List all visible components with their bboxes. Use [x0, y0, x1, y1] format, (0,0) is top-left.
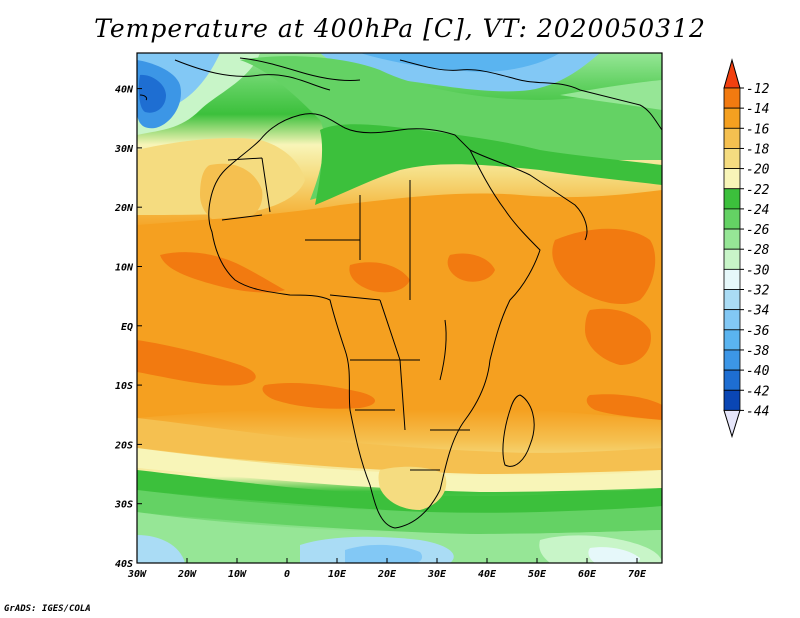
colorbar-label: -44: [746, 404, 769, 419]
colorbar-swatch: [723, 168, 741, 190]
colorbar-swatch: [723, 208, 741, 230]
colorbar-label: -42: [746, 384, 770, 399]
lat-tick-label: EQ: [121, 322, 133, 333]
map-title: Temperature at 400hPa [C], VT: 202005031…: [94, 14, 706, 43]
colorbar-swatch: [723, 127, 741, 149]
colorbar-label: -26: [746, 223, 770, 238]
lon-tick-label: 20E: [377, 569, 397, 580]
coastlines: [139, 57, 662, 529]
colorbar-top-arrow: [723, 58, 741, 89]
colorbar-swatch: [723, 107, 741, 129]
colorbar-label: -38: [746, 344, 770, 359]
colorbar-swatch: [723, 148, 741, 169]
temperature-field: [137, 53, 662, 563]
colorbar-label: -28: [746, 243, 770, 258]
lat-tick-label: 40S: [115, 559, 133, 570]
lon-tick-label: 30W: [127, 569, 147, 580]
colorbar-label: -20: [746, 163, 770, 178]
colorbar-swatch: [723, 268, 741, 290]
lat-tick-label: 30S: [114, 500, 133, 511]
colorbar-label: -30: [746, 263, 770, 278]
lat-tick-label: 20N: [114, 203, 134, 214]
colorbar-label: -32: [746, 284, 770, 299]
map-frame: [136, 52, 663, 564]
lat-tick-label: 10N: [115, 262, 134, 273]
lon-tick-label: 60E: [578, 569, 597, 580]
colorbar-label: -12: [746, 82, 770, 97]
colorbar-swatch: [723, 389, 741, 411]
colorbar-swatch: [723, 248, 741, 270]
map-axes: 30W 20W 10W 0 10E 20E 30E 40E 50E 60E 70E 40N 30N 20N…: [114, 85, 647, 580]
colorbar-label: -34: [746, 304, 769, 319]
lat-tick-label: 30N: [114, 144, 134, 155]
lon-tick-label: 30E: [427, 569, 447, 580]
lat-tick-label: 20S: [114, 440, 133, 451]
colorbar-label: -18: [746, 142, 770, 157]
colorbar-swatch: [723, 188, 741, 210]
lon-tick-label: 70E: [628, 569, 647, 580]
grads-credit: GrADS: IGES/COLA: [4, 604, 91, 614]
lon-tick-label: 40E: [478, 569, 497, 580]
lat-tick-label: 10S: [115, 381, 133, 392]
colorbar-label: -22: [746, 183, 770, 198]
colorbar-swatch: [723, 289, 741, 311]
colorbar-swatch: [723, 329, 741, 351]
colorbar-label: -14: [746, 102, 769, 117]
colorbar-swatch: [723, 349, 741, 371]
colorbar-swatch: [723, 228, 741, 250]
colorbar-label: -16: [746, 122, 770, 137]
lon-tick-label: 50E: [528, 569, 547, 580]
lat-tick-label: 40N: [115, 85, 134, 96]
lon-tick-label: 10E: [328, 569, 347, 580]
lon-tick-label: 0: [284, 569, 290, 580]
colorbar-label: -40: [746, 364, 770, 379]
colorbar-swatch: [723, 309, 741, 331]
colorbar-label: -24: [746, 203, 769, 218]
colorbar-swatch: [723, 87, 741, 109]
colorbar-bottom-arrow: [723, 409, 741, 439]
lon-tick-label: 20W: [177, 569, 197, 580]
colorbar: -12 -14 -16 -18 -20 -22 -24 -26 -28 -30 -32 -34 -36 -…: [723, 58, 770, 439]
lon-tick-label: 10W: [228, 569, 247, 580]
colorbar-swatch: [723, 369, 741, 391]
colorbar-label: -36: [746, 324, 770, 339]
